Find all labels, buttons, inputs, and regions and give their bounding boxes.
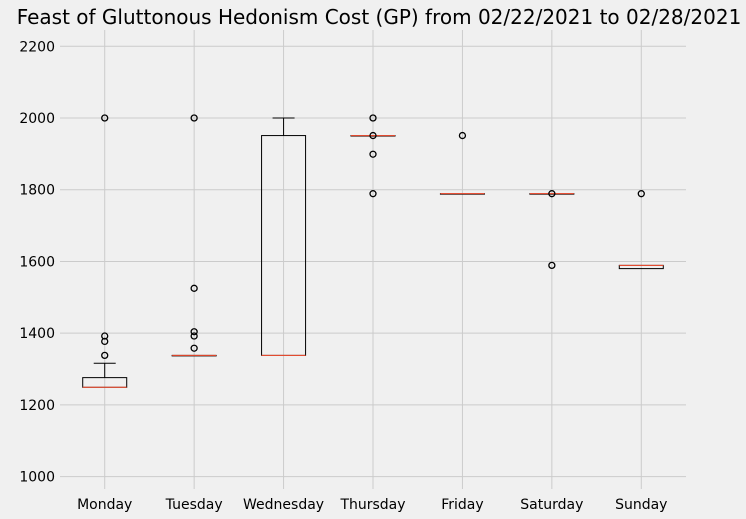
outlier-point [369, 131, 377, 140]
boxes [82, 114, 664, 388]
outlier-point [369, 190, 377, 198]
y-tick-label: 2200 [19, 39, 55, 55]
x-tick-label: Tuesday [165, 497, 223, 513]
outlier-point [190, 328, 198, 336]
outlier-point [458, 131, 467, 140]
y-tick-label: 1000 [19, 470, 55, 486]
outlier-point [190, 344, 198, 352]
outlier-point [637, 190, 645, 198]
x-tick-label: Thursday [339, 497, 405, 513]
chart-title: Feast of Gluttonous Hedonism Cost (GP) f… [17, 5, 742, 29]
y-axis-ticks: 1000 1200 1400 1600 1800 2000 2200 [19, 39, 55, 485]
box-group-sunday [618, 190, 664, 270]
outlier-point [101, 332, 109, 340]
outlier-point [190, 284, 198, 292]
x-tick-label: Monday [77, 497, 132, 513]
x-tick-label: Wednesday [243, 497, 324, 513]
box-group-monday [82, 114, 128, 388]
box-group-saturday [529, 190, 575, 270]
x-tick-label: Friday [441, 497, 483, 513]
y-tick-label: 1600 [19, 254, 55, 270]
box-group-wednesday [261, 117, 307, 356]
y-tick-label: 2000 [19, 111, 55, 127]
y-tick-label: 1200 [19, 398, 55, 414]
outlier-point [369, 150, 377, 158]
x-tick-label: Saturday [520, 497, 583, 513]
x-axis-ticks: Monday Tuesday Wednesday Thursday Friday Satu… [77, 497, 667, 513]
outlier-point [548, 190, 556, 198]
outlier-point [369, 114, 377, 122]
x-tick-label: Sunday [615, 497, 667, 513]
outlier-point [548, 261, 556, 270]
outlier-point [101, 351, 109, 360]
outlier-point [190, 114, 198, 122]
y-tick-label: 1400 [19, 326, 55, 342]
box-group-tuesday [171, 114, 217, 357]
outlier-point [190, 332, 198, 340]
box-group-friday [439, 131, 485, 195]
box-group-thursday [350, 114, 396, 198]
outlier-point [101, 114, 109, 122]
y-tick-label: 1800 [19, 183, 55, 199]
gridlines [60, 30, 686, 489]
